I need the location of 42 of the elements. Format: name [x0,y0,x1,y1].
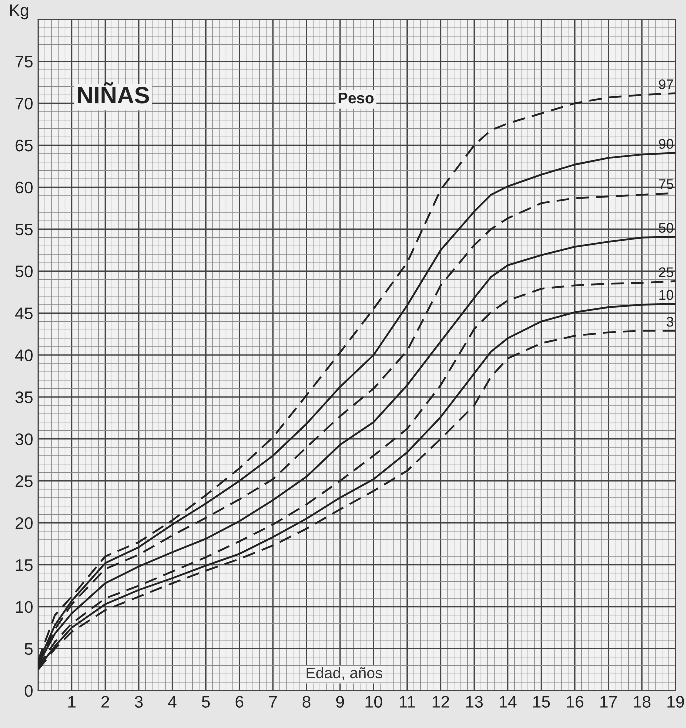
x-tick-label: 7 [269,696,278,708]
y-tick-label: 35 [16,392,33,404]
text: NIÑAS [78,82,150,104]
y-tick-label: 50 [16,266,33,278]
y-tick-label: 5 [24,643,33,656]
series-label: 10 [660,290,674,300]
y-tick-label: 45 [15,308,33,320]
x-tick-label: 14 [500,696,517,708]
y-tick-label: 10 [16,601,33,614]
y-tick-label: 70 [16,98,33,110]
y-tick-label: 40 [15,350,33,362]
x-tick-label: 3 [135,696,143,708]
x-tick-label: 13 [466,696,483,708]
x-tick-label: 11 [400,696,416,708]
y-tick-label: 15 [16,560,33,572]
x-tick-label: 15 [534,696,550,708]
y-tick-label: 60 [16,182,33,194]
x-tick-label: 10 [366,696,382,708]
series-label: 3 [666,317,674,327]
text: Peso [338,93,374,104]
x-tick-label: 1 [68,696,76,708]
y-tick-label: 20 [16,517,33,530]
x-tick-label: 5 [202,696,210,708]
x-tick-label: 18 [634,696,651,708]
x-tick-label: 17 [600,696,618,708]
x-tick-label: 19 [668,696,684,708]
series-label: 97 [659,80,674,90]
y-tick-label: 25 [16,476,33,488]
x-tick-label: 12 [432,696,450,708]
y-axis-title: Kg [10,4,28,20]
x-tick-label: 2 [102,696,110,708]
x-tick-label: 6 [236,696,244,708]
x-tick-label: 16 [567,696,584,708]
x-axis-title: Edad, años [306,667,382,680]
y-tick-label: 65 [16,140,33,152]
y-tick-label: 75 [16,56,33,68]
y-tick-label: 30 [16,434,33,446]
x-tick-label: 4 [168,696,177,708]
x-tick-label: 9 [336,696,344,708]
y-tick-label: 55 [16,224,33,236]
y-tick-label: 0 [24,685,33,698]
x-tick-label: 8 [302,696,311,708]
